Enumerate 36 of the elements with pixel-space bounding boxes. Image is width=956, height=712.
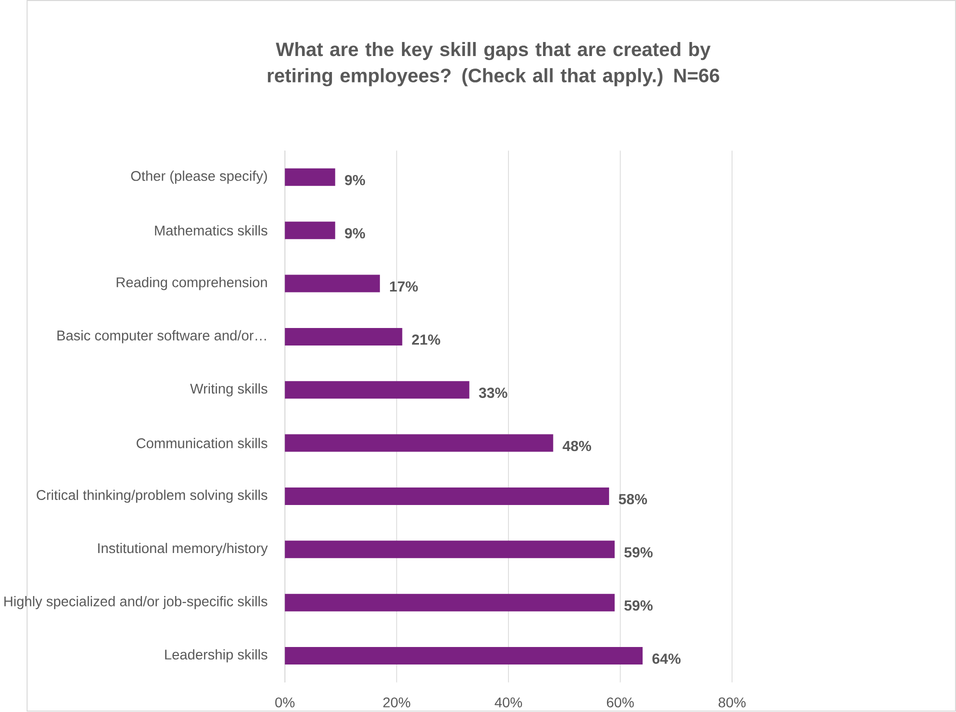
bar bbox=[284, 434, 554, 452]
x-tick-label: 40% bbox=[494, 698, 522, 708]
data-label: 17% bbox=[390, 282, 418, 292]
data-label: 21% bbox=[412, 334, 440, 345]
data-label: 33% bbox=[478, 388, 508, 398]
bar bbox=[284, 381, 470, 399]
x-tick-label: 80% bbox=[718, 698, 746, 708]
y-tick-label: Highly specialized and/or job-specific skills bbox=[4, 596, 268, 610]
bar bbox=[284, 328, 402, 346]
data-label: 9% bbox=[344, 175, 366, 186]
data-label: 48% bbox=[562, 441, 592, 452]
x-tick-label: 60% bbox=[606, 698, 634, 708]
bar bbox=[284, 274, 380, 292]
bar bbox=[284, 222, 336, 240]
y-tick-label: Institutional memory/history bbox=[98, 543, 268, 556]
y-tick-label: Leadership skills bbox=[165, 649, 268, 663]
bar bbox=[284, 540, 615, 558]
y-tick-label: Mathematics skills bbox=[155, 225, 268, 236]
y-tick-label: Writing skills bbox=[190, 384, 268, 397]
y-tick-label: Reading comprehension bbox=[116, 277, 267, 290]
x-tick-label: 0% bbox=[275, 698, 295, 708]
data-label: 58% bbox=[618, 494, 648, 504]
y-tick-label: Basic computer software and/or… bbox=[57, 330, 266, 344]
bar bbox=[284, 594, 615, 612]
bar bbox=[284, 647, 643, 665]
bar bbox=[284, 488, 610, 506]
data-label: 64% bbox=[652, 654, 681, 664]
x-tick-label: 20% bbox=[383, 698, 410, 708]
data-label: 59% bbox=[624, 547, 653, 558]
bar bbox=[284, 168, 336, 186]
y-tick-label: Other (please specify) bbox=[131, 170, 267, 184]
y-tick-label: Critical thinking/problem solving skills bbox=[36, 490, 268, 503]
data-label: 59% bbox=[624, 600, 653, 611]
data-label: 9% bbox=[344, 228, 366, 239]
chart-title: What are the key skill gaps that are created by retiring employees? (Check all that apply.) N=66 bbox=[268, 42, 720, 86]
y-tick-label: Communication skills bbox=[136, 438, 268, 448]
